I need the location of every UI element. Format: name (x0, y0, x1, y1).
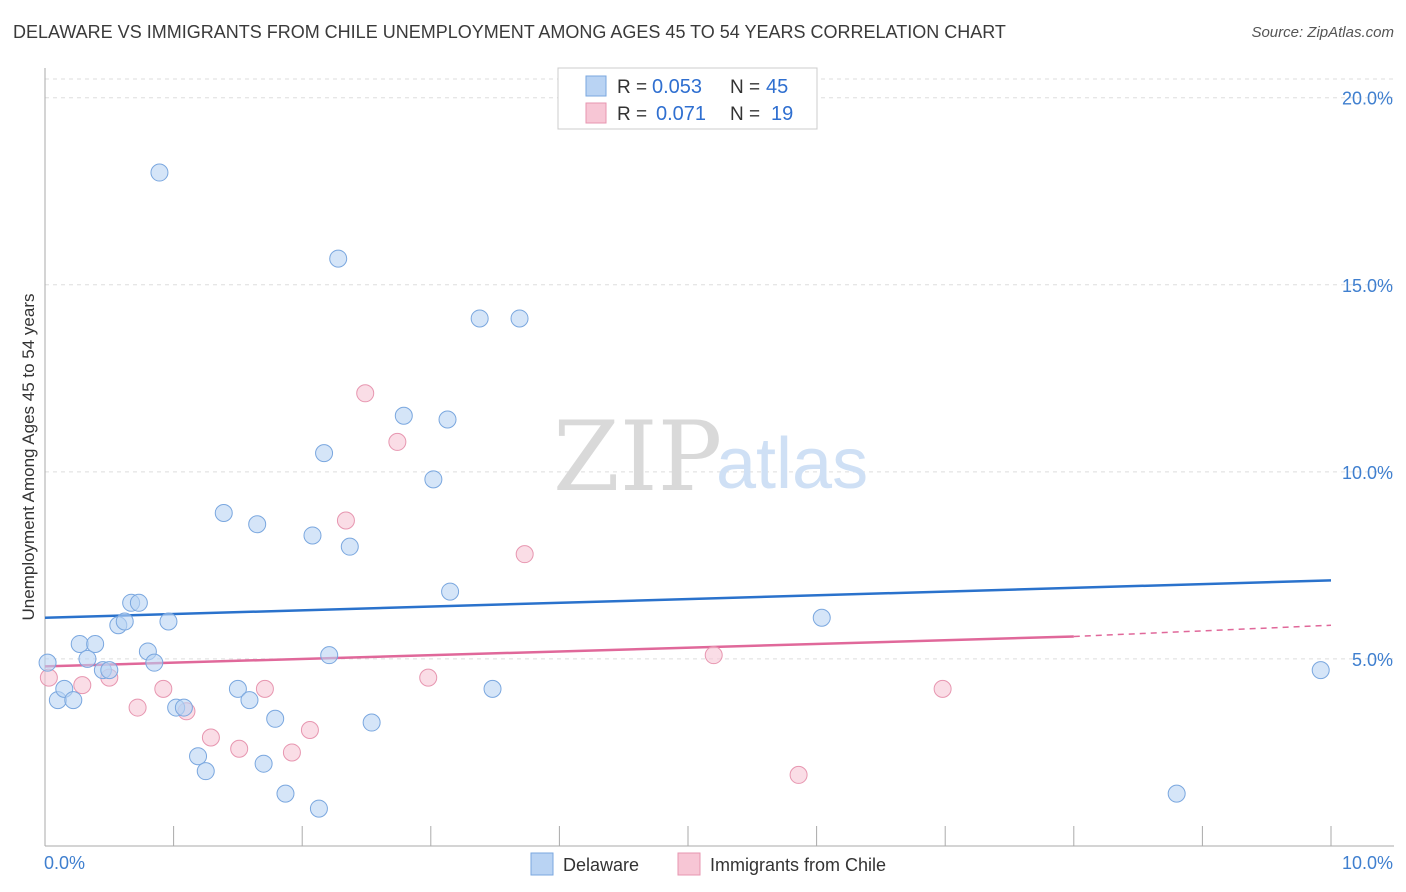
point-delaware (438, 410, 457, 429)
point-chile (282, 743, 301, 762)
point-chile (933, 679, 952, 698)
point-chile (128, 698, 147, 717)
point-delaware (470, 309, 489, 328)
legend-r-value-chile: 0.071 (656, 103, 706, 125)
point-delaware (129, 593, 148, 612)
point-delaware (483, 679, 502, 698)
trend-lines (44, 579, 1332, 668)
watermark: ZIP atlas (553, 401, 868, 513)
series-legend-label-delaware: Delaware (563, 855, 639, 875)
point-chile (336, 511, 355, 530)
point-delaware (228, 679, 247, 698)
data-points (38, 163, 1330, 818)
y-tick-labels: 5.0% 10.0% 15.0% 20.0% (1342, 89, 1393, 670)
y-axis-label: Unemployment Among Ages 45 to 54 years (19, 294, 38, 621)
legend-swatch-delaware (585, 75, 607, 97)
point-delaware (362, 713, 381, 732)
point-chile (356, 384, 375, 403)
source-label: Source: ZipAtlas.com (1251, 24, 1394, 41)
y-tick-label: 15.0% (1342, 276, 1393, 296)
x-tick-label-min: 0.0% (44, 853, 85, 873)
trend-line-chile-extrapolated (1073, 624, 1332, 638)
point-delaware (70, 634, 89, 653)
point-delaware (340, 537, 359, 556)
point-delaware (309, 799, 328, 818)
y-tick-label: 10.0% (1342, 463, 1393, 483)
point-chile (419, 668, 438, 687)
legend-r-value-delaware: 0.053 (652, 76, 702, 98)
point-delaware (115, 612, 134, 631)
legend-swatch-chile (585, 102, 607, 124)
point-delaware (150, 163, 169, 182)
y-tick-label: 5.0% (1352, 650, 1393, 670)
axes (44, 68, 1394, 847)
point-chile (704, 646, 723, 665)
legend-r-label-delaware: R = (617, 77, 647, 98)
point-delaware (441, 582, 460, 601)
y-tick-label: 20.0% (1342, 89, 1393, 109)
point-delaware (189, 747, 208, 766)
series-legend-swatch-chile (677, 852, 701, 876)
series-legend-swatch-delaware (530, 852, 554, 876)
point-delaware (254, 754, 273, 773)
stats-legend: R = 0.053 N = 45 R = 0.071 N = 19 (557, 67, 818, 130)
point-delaware (315, 444, 334, 463)
series-legend: Delaware Immigrants from Chile (530, 852, 886, 876)
point-chile (388, 432, 407, 451)
point-chile (255, 679, 274, 698)
point-chile (230, 739, 249, 758)
trend-line-chile (44, 635, 1074, 668)
watermark-atlas: atlas (716, 424, 868, 504)
point-delaware (1311, 661, 1330, 680)
point-delaware (196, 762, 215, 781)
point-chile (300, 721, 319, 740)
point-delaware (38, 653, 57, 672)
point-chile (39, 668, 58, 687)
watermark-zip: ZIP (553, 401, 722, 513)
x-tick-label-max: 10.0% (1342, 853, 1393, 873)
chart-title: DELAWARE VS IMMIGRANTS FROM CHILE UNEMPL… (13, 22, 1006, 42)
legend-n-value-chile: 19 (771, 103, 793, 125)
point-delaware (78, 649, 97, 668)
point-delaware (159, 612, 178, 631)
point-delaware (303, 526, 322, 545)
point-chile (789, 765, 808, 784)
point-chile (201, 728, 220, 747)
point-delaware (812, 608, 831, 627)
point-delaware (214, 504, 233, 523)
point-delaware (276, 784, 295, 803)
point-delaware (266, 709, 285, 728)
point-delaware (248, 515, 267, 534)
point-delaware (145, 653, 164, 672)
legend-n-value-delaware: 45 (766, 76, 788, 98)
point-delaware (100, 661, 119, 680)
point-delaware (329, 249, 348, 268)
trend-line-delaware (44, 579, 1332, 620)
point-delaware (320, 646, 339, 665)
point-delaware (174, 698, 193, 717)
point-delaware (394, 406, 413, 425)
point-delaware (86, 634, 105, 653)
legend-r-label-chile: R = (617, 104, 647, 125)
point-chile (515, 545, 534, 564)
x-tick-labels: 0.0% 10.0% (44, 853, 1393, 873)
legend-n-label-delaware: N = (730, 77, 760, 98)
point-delaware (64, 691, 83, 710)
series-legend-label-chile: Immigrants from Chile (710, 855, 886, 875)
legend-n-label-chile: N = (730, 104, 760, 125)
point-chile (154, 679, 173, 698)
point-delaware (510, 309, 529, 328)
point-delaware (424, 470, 443, 489)
point-chile (73, 676, 92, 695)
point-delaware (240, 691, 259, 710)
grid-lines (45, 78, 1394, 660)
point-delaware (1167, 784, 1186, 803)
